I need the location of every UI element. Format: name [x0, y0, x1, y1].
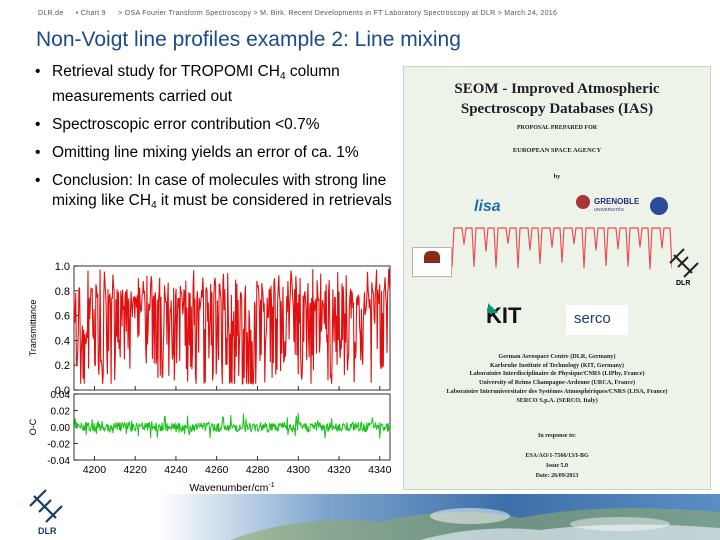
spectrum-plot: 1.0 0.8 0.6 0.4 0.2 0.00.04 0.02 0.00 -0.02 -0.04… [28, 261, 392, 494]
y-tick-label: 0.00 [51, 423, 71, 434]
lisa-logo: lisa [474, 198, 501, 215]
dlr-logo-text: DLR [38, 526, 57, 536]
y-tick-label: 0.2 [55, 360, 70, 372]
y-tick-label: 0.02 [51, 407, 71, 418]
bullet-item: Spectroscopic error contribution <0.7% [32, 115, 397, 135]
grenoble-logo-text: GRENOBLE [594, 197, 640, 206]
cover-issue: Issue 5.0 [545, 463, 568, 469]
cover-partner: SERCO S.p.A. (SERCO, Italy) [516, 396, 598, 404]
grenoble-logo-sub: UNIVERSITÉS [594, 207, 625, 212]
y-tick-label: -0.04 [47, 456, 70, 467]
serco-logo: serco [574, 310, 611, 327]
cover-title-line2: Spectroscopy Databases (IAS) [460, 101, 654, 117]
header-org: DLR.de [38, 10, 64, 17]
kit-logo-mark [488, 303, 498, 313]
x-tick-label: 4260 [205, 464, 229, 476]
cover-agency: EUROPEAN SPACE AGENCY [512, 147, 602, 154]
header-chart: • Chart 9 [75, 10, 106, 17]
cover-partner: Karlsruhe Institute of Technology (KIT, … [490, 361, 624, 369]
cover-partner: University of Reims Champagne-Ardenne (U… [478, 379, 636, 387]
cover-partner-list: German Aerospace Centre (DLR, Germany) K… [404, 353, 710, 405]
y-tick-label: 0.4 [55, 335, 70, 347]
cover-ref: ESA/AO/1-7566/13/I-BG [525, 453, 589, 459]
reims-logo-mark [424, 251, 440, 263]
cover-date: Date: 26/09/2013 [535, 473, 579, 479]
x-tick-label: 4200 [83, 464, 107, 476]
x-tick-label: 4240 [164, 464, 188, 476]
residual-series [73, 412, 391, 439]
x-tick-label: 4320 [327, 464, 351, 476]
cover-by: by [553, 173, 561, 180]
slide-title: Non-Voigt line profiles example 2: Line … [36, 28, 461, 51]
cover-partner: Laboratoire Interdisciplinaire de Physiq… [469, 370, 645, 378]
transmittance-series [73, 268, 391, 385]
cover-partner: Laboratoire Interuniversitaire des Systè… [446, 387, 668, 395]
y-tick-label: 0.0 [55, 385, 70, 397]
cover-dlr-logo [669, 248, 699, 278]
x-axis-label: Wavenumber/cm-1 [189, 482, 274, 494]
x-tick-label: 4220 [123, 464, 147, 476]
bullet-item: Conclusion: In case of molecules with st… [32, 171, 397, 216]
dlr-logo: DLR [29, 489, 63, 536]
bullet-item: Omitting line mixing yields an error of … [32, 143, 397, 163]
x-tick-label: 4300 [287, 464, 311, 476]
x-tick-label: 4280 [246, 464, 270, 476]
y-tick-label: 0.6 [55, 311, 70, 323]
cover-dlr-logo-text: DLR [676, 280, 691, 287]
cover-proposal: PROPOSAL PREPARED FOR [516, 125, 598, 131]
serco-logo-box [566, 305, 628, 335]
cover-partner: German Aerospace Centre (DLR, Germany) [498, 353, 616, 360]
upper-panel-frame [73, 265, 391, 391]
bullet-item: Retrieval study for TROPOMI CH4 column m… [32, 62, 397, 107]
y-tick-label: 0.8 [55, 286, 70, 298]
cover-response: In response to: [538, 433, 576, 439]
y-tick-label: 0.04 [51, 390, 71, 401]
y-tick-label: -0.02 [47, 440, 70, 451]
cover-spectrum-graphic [452, 227, 672, 270]
upper-y-axis-label: Transmittance [28, 300, 38, 357]
cover-title-line1: SEOM - Improved Atmospheric [454, 81, 660, 97]
proposal-cover-image: SEOM - Improved Atmospheric Spectroscopy… [403, 66, 711, 490]
cnrs-logo [650, 197, 668, 215]
x-tick-label: 4340 [368, 464, 392, 476]
lower-y-axis-label: O-C [28, 418, 38, 435]
bullet-list: Retrieval study for TROPOMI CH4 column m… [32, 62, 397, 224]
slide-header: DLR.de • Chart 9 > OSA Fourier Transform… [38, 10, 567, 17]
grenoble-logo [576, 195, 590, 209]
y-tick-label: 1.0 [55, 261, 70, 273]
header-talk: > OSA Fourier Transform Spectroscopy > M… [118, 10, 558, 17]
footer-earth-banner [0, 494, 720, 540]
